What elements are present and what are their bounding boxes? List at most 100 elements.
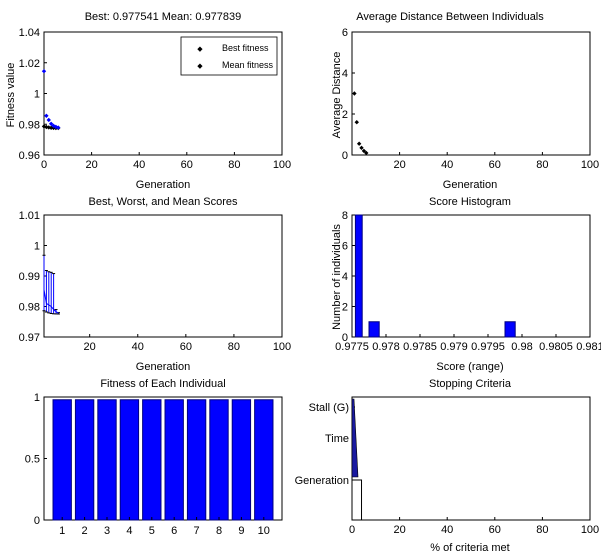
x-tick-label: 7: [194, 525, 200, 537]
axes-frame: [351, 31, 591, 156]
y-tick-label: 8: [342, 210, 348, 222]
y-tick-label: 6: [342, 27, 348, 39]
x-tick-label: 80: [536, 524, 548, 536]
x-tick-label: 20: [393, 524, 405, 536]
individual-fitness-bar: [186, 399, 207, 521]
y-tick-label: 0: [342, 150, 348, 162]
plot-title: Best: 0.977541 Mean: 0.977839: [85, 11, 242, 23]
x-tick-label: 1: [59, 525, 65, 537]
x-tick-label: 80: [228, 341, 240, 353]
y-tick-label: 1.02: [19, 58, 40, 70]
distance-point: [352, 91, 357, 96]
x-tick-label: 100: [581, 524, 599, 536]
x-tick-label: 0: [41, 159, 47, 171]
y-tick-label: 0: [34, 515, 40, 527]
histogram-bar: [354, 214, 363, 338]
y-tick-label: 0.98: [19, 302, 40, 314]
stopping-criteria-plot: Stopping Criteria % of criteria met 0 20 4…: [295, 378, 600, 554]
individual-fitness-bar: [254, 399, 274, 521]
x-tick-label: 80: [536, 159, 548, 171]
legend-box: [180, 36, 278, 76]
y-tick-label: 4: [342, 68, 348, 80]
distance-point: [359, 145, 364, 151]
individual-fitness-bar: [74, 399, 95, 521]
x-tick-label: 20: [84, 341, 96, 353]
x-tick-label: 5: [149, 525, 155, 537]
axes-frame: [43, 214, 283, 338]
x-tick-label: 0.981: [576, 341, 601, 353]
x-tick-label: 3: [104, 525, 110, 537]
x-tick-label: 20: [85, 159, 97, 171]
x-tick-label: 6: [171, 525, 177, 537]
y-tick-label: 1.04: [19, 27, 40, 39]
score-histogram-plot: Score Histogram Score (range) Number of …: [331, 196, 601, 373]
distance-point: [356, 141, 362, 146]
x-tick-label: 0.9795: [471, 341, 505, 353]
y-tick-label: 1: [34, 392, 40, 404]
x-tick-label: 60: [489, 159, 501, 171]
x-tick-label: 0.978: [372, 341, 400, 353]
y-tick-label: 4: [342, 271, 348, 283]
y-tick-label: 0.96: [19, 150, 40, 162]
x-tick-label: 0: [349, 524, 355, 536]
x-axis-label: % of criteria met: [430, 542, 509, 554]
individual-fitness-bar: [52, 399, 72, 521]
individual-fitness-bar: [97, 399, 117, 521]
distance-point: [354, 120, 359, 125]
histogram-bar: [368, 321, 380, 338]
individual-fitness-bar: [119, 399, 140, 521]
axes-frame: [351, 214, 591, 338]
x-tick-label: 100: [273, 341, 291, 353]
x-tick-label: 100: [273, 159, 291, 171]
average-distance-plot: Average Distance Between Individuals Gen…: [331, 11, 599, 191]
y-tick-label: 1: [34, 241, 40, 253]
fitness-value-plot: Best: 0.977541 Mean: 0.977839 Generation…: [5, 11, 291, 191]
y-axis-label: Number of individuals: [331, 224, 343, 330]
plot-title: Average Distance Between Individuals: [356, 11, 544, 23]
x-axis-label: Generation: [443, 179, 497, 191]
legend-marker-best: ◆: [197, 46, 203, 53]
generation-progress-bar: [351, 479, 363, 521]
x-tick-label: 60: [180, 341, 192, 353]
x-tick-label: 0.9785: [403, 341, 437, 353]
mean-fitness-point: [44, 113, 49, 118]
x-tick-label: 40: [441, 159, 453, 171]
axes-frame: [351, 396, 591, 521]
y-tick-label: 6: [342, 241, 348, 253]
x-tick-label: 0.98: [511, 341, 532, 353]
individual-fitness-bar: [209, 399, 229, 521]
individual-fitness-bar: [164, 399, 184, 521]
mean-fitness-point: [53, 124, 59, 130]
mean-fitness-point: [56, 125, 61, 130]
x-tick-label: 100: [581, 159, 599, 171]
best-worst-mean-plot: Best, Worst, and Mean Scores Generation …: [19, 196, 292, 373]
y-tick-label: 0: [342, 332, 348, 344]
x-axis-label: Score (range): [436, 361, 503, 373]
x-tick-label: 9: [238, 525, 244, 537]
mean-fitness-point: [51, 123, 56, 128]
criteria-label: Time: [325, 433, 349, 445]
y-tick-label: 1.01: [19, 210, 40, 222]
plot-title: Stopping Criteria: [429, 378, 512, 390]
distance-point: [361, 148, 367, 154]
x-tick-label: 80: [228, 159, 240, 171]
y-axis-label: Average Distance: [331, 52, 343, 139]
x-tick-label: 20: [393, 159, 405, 171]
x-tick-label: 60: [489, 524, 501, 536]
x-tick-label: 0.9805: [539, 341, 573, 353]
legend-marker-mean: ◆: [197, 63, 203, 70]
stall-time-progress: [351, 398, 359, 478]
x-axis-label: Generation: [136, 179, 190, 191]
x-tick-label: 4: [126, 525, 132, 537]
plot-title: Fitness of Each Individual: [100, 378, 225, 390]
criteria-label: Generation: [295, 475, 349, 487]
individual-fitness-bar: [231, 399, 252, 521]
legend-mean-fitness: Mean fitness: [222, 60, 274, 70]
individual-fitness-bar: [142, 399, 162, 521]
y-tick-label: 0.5: [25, 454, 40, 466]
plot-title: Score Histogram: [429, 196, 511, 208]
criteria-label: Stall (G): [309, 402, 349, 414]
mean-score-line: [43, 289, 59, 314]
legend-best-fitness: Best fitness: [222, 43, 269, 53]
